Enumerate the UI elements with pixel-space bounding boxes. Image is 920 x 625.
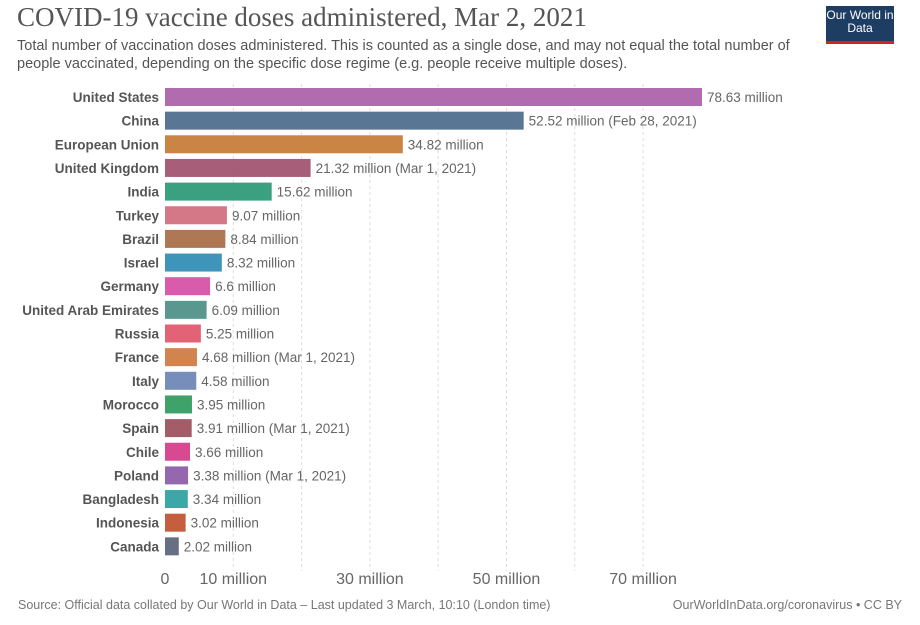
value-label: 5.25 million: [206, 327, 274, 342]
x-tick-label: 0: [161, 571, 170, 588]
category-label: European Union: [55, 137, 159, 152]
bar: [165, 135, 403, 154]
category-label: Italy: [132, 374, 160, 389]
x-tick-label: 50 million: [473, 571, 541, 588]
category-label: Russia: [115, 327, 160, 342]
bar: [165, 88, 702, 106]
bar: [165, 442, 190, 461]
value-label: 6.09 million: [212, 303, 280, 318]
bar: [165, 253, 222, 272]
bar: [165, 300, 207, 319]
category-label: Morocco: [103, 397, 159, 412]
chart-title: COVID-19 vaccine doses administered, Mar…: [17, 2, 587, 32]
category-label: Brazil: [122, 232, 159, 247]
value-label: 21.32 million (Mar 1, 2021): [316, 161, 477, 176]
value-label: 3.34 million: [193, 492, 261, 507]
category-label: Israel: [124, 256, 159, 271]
value-label: 78.63 million: [707, 90, 783, 105]
bar: [165, 277, 211, 296]
category-label: United Arab Emirates: [22, 303, 159, 318]
value-label: 4.58 million: [201, 374, 269, 389]
category-label: Germany: [100, 279, 159, 294]
value-label: 3.02 million: [191, 516, 259, 531]
bar: [165, 182, 272, 201]
value-label: 6.6 million: [215, 279, 276, 294]
category-label: France: [115, 350, 160, 365]
bar: [165, 371, 197, 390]
value-label: 52.52 million (Feb 28, 2021): [529, 114, 697, 129]
value-label: 3.91 million (Mar 1, 2021): [197, 421, 350, 436]
bar: [165, 513, 186, 532]
bar: [165, 348, 197, 367]
bar: [165, 158, 311, 177]
x-tick-label: 70 million: [609, 571, 677, 588]
footer-link[interactable]: OurWorldInData.org/coronavirus • CC BY: [672, 598, 902, 612]
value-label: 2.02 million: [184, 539, 252, 554]
bar: [165, 466, 189, 485]
category-label: Canada: [110, 539, 159, 554]
bar: [165, 537, 179, 556]
value-label: 9.07 million: [232, 208, 300, 223]
value-label: 8.32 million: [227, 256, 295, 271]
category-label: Bangladesh: [82, 492, 159, 507]
category-label: India: [127, 185, 159, 200]
owid-logo[interactable]: Our World in Data: [826, 6, 894, 44]
value-label: 4.68 million (Mar 1, 2021): [202, 350, 355, 365]
bar: [165, 206, 227, 225]
category-label: Chile: [126, 445, 159, 460]
bar: [165, 419, 192, 438]
value-label: 3.38 million (Mar 1, 2021): [193, 468, 346, 483]
source-note: Source: Official data collated by Our Wo…: [18, 598, 551, 612]
category-label: Turkey: [116, 208, 160, 223]
bar: [165, 111, 524, 130]
x-tick-label: 30 million: [336, 571, 404, 588]
category-label: United States: [73, 90, 159, 105]
value-label: 3.95 million: [197, 397, 265, 412]
value-label: 34.82 million: [408, 137, 484, 152]
category-label: Indonesia: [96, 516, 160, 531]
x-tick-label: 10 million: [199, 571, 267, 588]
bar: [165, 395, 192, 414]
category-label: Spain: [122, 421, 159, 436]
category-label: Poland: [114, 468, 159, 483]
category-label: United Kingdom: [55, 161, 159, 176]
value-label: 8.84 million: [230, 232, 298, 247]
value-label: 3.66 million: [195, 445, 263, 460]
bar: [165, 229, 226, 248]
chart-subtitle: Total number of vaccination doses admini…: [17, 38, 790, 72]
category-label: China: [121, 114, 159, 129]
value-label: 15.62 million: [277, 185, 353, 200]
bar: [165, 324, 201, 343]
bar: [165, 490, 188, 509]
